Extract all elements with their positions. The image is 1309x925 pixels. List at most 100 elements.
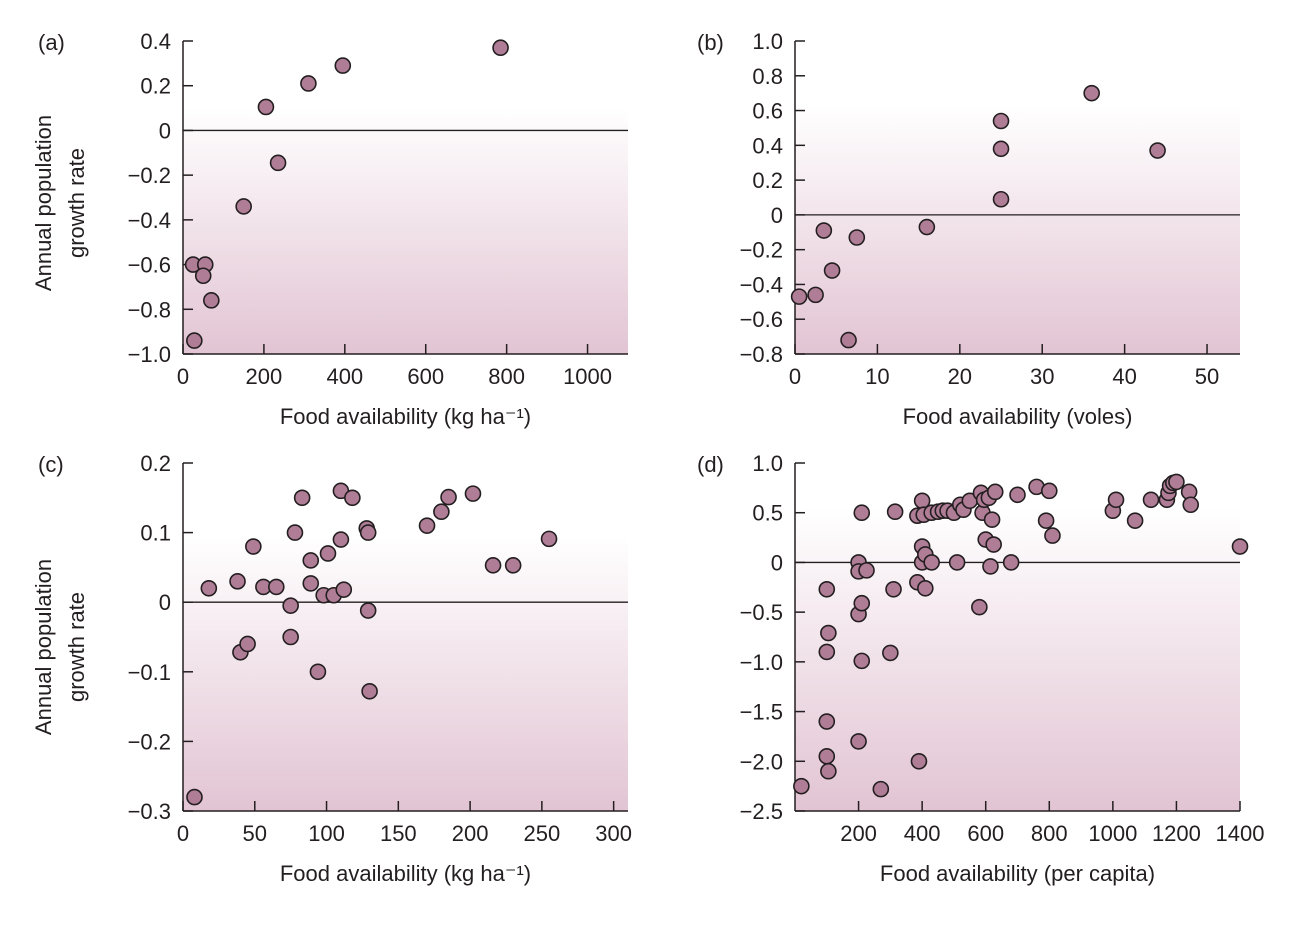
data-point <box>1083 84 1100 102</box>
panel-b: 1.00.80.60.40.20−0.2−0.4−0.6−0.80 10 20 30 4… <box>697 29 1240 429</box>
data-point <box>923 554 940 571</box>
data-point <box>985 536 1002 553</box>
x-tick-label: 250 <box>524 821 561 846</box>
data-point <box>1040 482 1058 500</box>
data-point <box>1149 142 1166 159</box>
data-point <box>1168 473 1185 491</box>
panel-c: 0.20.10−0.1−0.2−0.30 50 100 150 200 250 300Foo… <box>38 451 632 886</box>
data-point <box>918 218 936 236</box>
x-tick-label: 150 <box>380 821 417 846</box>
x-tick-label: 40 <box>1112 364 1136 389</box>
data-point <box>203 292 220 309</box>
data-point <box>334 57 352 74</box>
y-tick-label: −0.2 <box>740 238 783 263</box>
y-tick-label: 0.2 <box>140 74 171 99</box>
data-point <box>540 530 558 548</box>
y-tick-label: 0 <box>771 550 783 575</box>
data-point <box>992 112 1010 130</box>
data-point <box>1009 486 1026 504</box>
x-tick-label: 0 <box>177 821 189 846</box>
data-point <box>302 552 320 569</box>
y-tick-label: 0.5 <box>752 501 783 526</box>
panel-a: 0.40.20−0.2−0.4−0.6−0.8−1.00 200 400 600 800… <box>38 29 628 429</box>
data-point <box>504 557 522 574</box>
data-point <box>885 580 902 598</box>
panel-label: (c) <box>38 452 64 477</box>
y-tick-label: −0.8 <box>128 297 171 322</box>
panel-label: (a) <box>38 30 65 55</box>
data-point <box>418 517 436 534</box>
y-tick-label: −0.2 <box>128 729 171 754</box>
data-point <box>820 762 837 780</box>
x-tick-label: 800 <box>1031 821 1068 846</box>
data-point <box>200 579 218 597</box>
data-point <box>1182 496 1200 514</box>
data-point <box>309 663 327 681</box>
data-point <box>1231 538 1249 555</box>
plot-background <box>183 536 628 811</box>
data-point <box>186 332 203 349</box>
y-tick-label: 0.4 <box>752 133 783 158</box>
data-point <box>344 489 361 507</box>
x-axis-title: Food availability (kg ha⁻¹) <box>280 861 531 886</box>
data-point <box>282 597 299 614</box>
data-point <box>823 262 841 279</box>
y-axis-title-top-line1: Annual population <box>31 115 56 291</box>
data-point <box>293 489 311 507</box>
y-tick-label: −0.2 <box>128 163 171 188</box>
data-point <box>359 524 377 541</box>
x-tick-label: 300 <box>595 821 632 846</box>
x-tick-label: 50 <box>1195 364 1219 389</box>
x-tick-label: 200 <box>246 364 283 389</box>
y-tick-label: −1.5 <box>740 700 783 725</box>
data-point <box>793 777 810 795</box>
data-point <box>853 594 871 612</box>
data-point <box>982 558 999 575</box>
y-tick-label: 0.4 <box>140 29 171 54</box>
data-point <box>983 511 1001 528</box>
data-point <box>853 504 871 522</box>
x-axis-title: Food availability (voles) <box>903 404 1133 429</box>
data-point <box>433 503 450 521</box>
data-point <box>807 286 824 304</box>
x-tick-label: 0 <box>789 364 801 389</box>
x-tick-label: 200 <box>840 821 877 846</box>
y-tick-label: −0.4 <box>740 272 783 297</box>
x-tick-label: 1000 <box>563 364 612 389</box>
data-point <box>268 578 285 596</box>
x-tick-label: 1200 <box>1152 821 1201 846</box>
data-point <box>269 154 287 172</box>
data-point <box>992 190 1010 208</box>
data-point <box>359 602 377 619</box>
data-point <box>848 229 866 246</box>
data-point <box>440 488 457 506</box>
data-point <box>282 628 299 646</box>
y-tick-label: 0 <box>771 203 783 228</box>
y-tick-label: −0.6 <box>128 253 171 278</box>
y-axis-title-top-line2: growth rate <box>64 148 89 258</box>
y-tick-label: 1.0 <box>752 29 783 54</box>
data-point <box>882 644 899 662</box>
y-axis-title-bottom-line1: Annual population <box>31 559 56 735</box>
data-point <box>464 485 482 502</box>
data-point <box>790 288 808 305</box>
data-point <box>361 682 378 700</box>
x-tick-label: 30 <box>1030 364 1054 389</box>
x-axis-title: Food availability (per capita) <box>880 861 1155 886</box>
panel-label: (d) <box>697 452 724 477</box>
data-point <box>820 624 837 642</box>
y-tick-label: −0.8 <box>740 342 783 367</box>
plot-background <box>183 108 628 354</box>
x-tick-label: 1400 <box>1216 821 1265 846</box>
data-point <box>872 780 890 798</box>
y-tick-label: 0.2 <box>752 168 783 193</box>
data-point <box>986 483 1004 501</box>
y-tick-label: −1.0 <box>740 650 783 675</box>
data-point <box>194 267 212 285</box>
data-point <box>229 573 246 590</box>
data-point <box>948 554 966 571</box>
panel-label: (b) <box>697 30 724 55</box>
x-tick-label: 100 <box>308 821 345 846</box>
data-point <box>971 598 988 616</box>
